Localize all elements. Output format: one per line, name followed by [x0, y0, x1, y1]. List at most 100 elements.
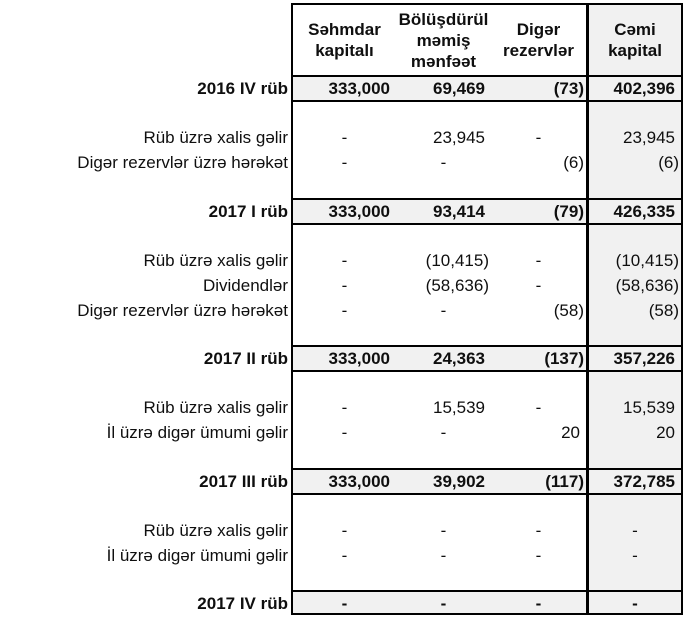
value-cell: - — [632, 594, 638, 613]
row-label: Dividendlər — [202, 276, 288, 295]
value-cell: - — [341, 423, 348, 442]
table-row: - - (6) — [293, 150, 586, 175]
total-main-box: 333,000 69,469 (73) — [291, 75, 588, 100]
section-labels: Rüb üzrə xalis gəlir Dividendlər Digər rez… — [0, 223, 291, 345]
value-cell: - — [535, 276, 542, 295]
section-main-box: - 23,945 - - - (6) — [291, 100, 588, 198]
table-row: 357,226 — [589, 347, 681, 370]
value-cell: 333,000 — [328, 202, 390, 221]
table-row: 333,000 69,469 (73) — [293, 77, 586, 100]
total-main-box: 333,000 39,902 (117) — [291, 468, 588, 493]
column-header-3: Digər rezervlər — [491, 5, 586, 75]
total-main-box: --- — [291, 590, 588, 615]
table-row: 333,000 93,414 (79) — [293, 200, 586, 223]
header-line: məmiş — [416, 30, 471, 50]
value-cell: (79) — [553, 202, 584, 221]
value-cell: - — [632, 546, 638, 565]
value-cell: - — [440, 546, 447, 565]
header-line: Səhmdar — [308, 20, 381, 39]
total-cemi-box: 426,335 — [588, 198, 683, 223]
value-cell: 402,396 — [613, 79, 675, 98]
value-cell: (58,636) — [425, 276, 489, 295]
total-row: 2017 IV rüb - - - - — [0, 590, 700, 615]
value-cell: - — [341, 276, 348, 295]
value-cell: - — [341, 128, 348, 147]
table-row: (58,636) — [589, 273, 681, 298]
table-row: - 23,945 - — [293, 125, 586, 150]
section-labels: Rüb üzrə xalis gəlir Digər rezervlər üzrə… — [0, 100, 291, 198]
column-header-4: Cəmi kapital — [589, 5, 681, 75]
row-label: Rüb üzrə xalis gəlir — [143, 398, 288, 417]
value-cell: 24,363 — [433, 349, 485, 368]
header-label-spacer — [0, 3, 291, 75]
section-cemi-box: (10,415) (58,636) (58) — [588, 223, 683, 345]
table-row: (58) — [589, 298, 681, 323]
row-label: Digər rezervlər üzrə hərəkət — [77, 301, 288, 320]
total-main-box: 333,000 93,414 (79) — [291, 198, 588, 223]
value-cell: - — [440, 153, 447, 172]
section-main-box: - (10,415) - - (58,636) - - - (58) — [291, 223, 588, 345]
total-cemi-box: 357,226 — [588, 345, 683, 370]
value-cell: 20 — [561, 423, 580, 442]
value-cell: 372,785 — [613, 472, 675, 491]
value-cell: - — [535, 546, 542, 565]
table-row: 333,000 24,363 (137) — [293, 347, 586, 370]
row-label: Rüb üzrə xalis gəlir — [143, 251, 288, 270]
section-cemi-box: -- — [588, 493, 683, 590]
total-cemi-box: 372,785 — [588, 468, 683, 493]
row-label: İl üzrə digər ümumi gəlir — [106, 546, 288, 565]
total-row-label: 2017 III rüb — [199, 472, 288, 491]
row-label: İl üzrə digər ümumi gəlir — [106, 423, 288, 442]
header-line: Cəmi — [614, 20, 656, 39]
table-row: - (58,636) - — [293, 273, 586, 298]
section-cemi-box: 15,539 20 — [588, 370, 683, 468]
value-cell: - — [440, 594, 447, 613]
value-cell: - — [341, 398, 348, 417]
movement-section: Rüb üzrə xalis gəlir İl üzrə digər ümumi … — [0, 370, 700, 468]
value-cell: 15,539 — [433, 398, 485, 417]
value-cell: (10,415) — [425, 251, 489, 270]
value-cell: 333,000 — [328, 472, 390, 491]
value-cell: (117) — [545, 472, 584, 491]
row-label: Rüb üzrə xalis gəlir — [143, 521, 288, 540]
movement-section: Rüb üzrə xalis gəlir İl üzrə digər ümumi … — [0, 493, 700, 590]
value-cell: (58) — [648, 301, 679, 320]
total-cemi-box: 402,396 — [588, 75, 683, 100]
value-cell: - — [341, 251, 348, 270]
header-main-box: Səhmdar kapitalı Bölüşdürül məmiş mənfəət Dig… — [291, 3, 588, 75]
total-cemi-box: - — [588, 590, 683, 615]
value-cell: (58) — [553, 301, 584, 320]
table-row: - 15,539 - — [293, 395, 586, 420]
value-cell: 20 — [656, 423, 675, 442]
value-cell: - — [440, 423, 447, 442]
total-row-label: 2017 I rüb — [208, 202, 288, 221]
value-cell: - — [341, 546, 348, 565]
total-main-box: 333,000 24,363 (137) — [291, 345, 588, 370]
value-cell: - — [535, 128, 542, 147]
section-labels: Rüb üzrə xalis gəlir İl üzrə digər ümumi … — [0, 370, 291, 468]
table-row: 333,000 39,902 (117) — [293, 470, 586, 493]
total-row-label: 2017 IV rüb — [197, 594, 288, 613]
value-cell: 15,539 — [623, 398, 675, 417]
value-cell: (6) — [658, 153, 679, 172]
value-cell: - — [535, 398, 542, 417]
table-row: (10,415) — [589, 248, 681, 273]
table-row: - - (58) — [293, 298, 586, 323]
table-row: 372,785 — [589, 470, 681, 493]
value-cell: - — [440, 301, 447, 320]
table-row: 23,945 — [589, 125, 681, 150]
table-row: - — [589, 592, 681, 615]
table-row: 426,335 — [589, 200, 681, 223]
header-line: Digər — [516, 20, 561, 39]
value-cell: 69,469 — [433, 79, 485, 98]
table-row: --- — [293, 518, 586, 543]
value-cell: - — [535, 251, 542, 270]
table-row: 20 — [589, 420, 681, 445]
movement-section: Rüb üzrə xalis gəlir Dividendlər Digər rez… — [0, 223, 700, 345]
section-cemi-box: 23,945 (6) — [588, 100, 683, 198]
table-row: - — [589, 543, 681, 568]
value-cell: - — [535, 521, 542, 540]
movement-section: Rüb üzrə xalis gəlir Digər rezervlər üzrə… — [0, 100, 700, 198]
table-row: - (10,415) - — [293, 248, 586, 273]
